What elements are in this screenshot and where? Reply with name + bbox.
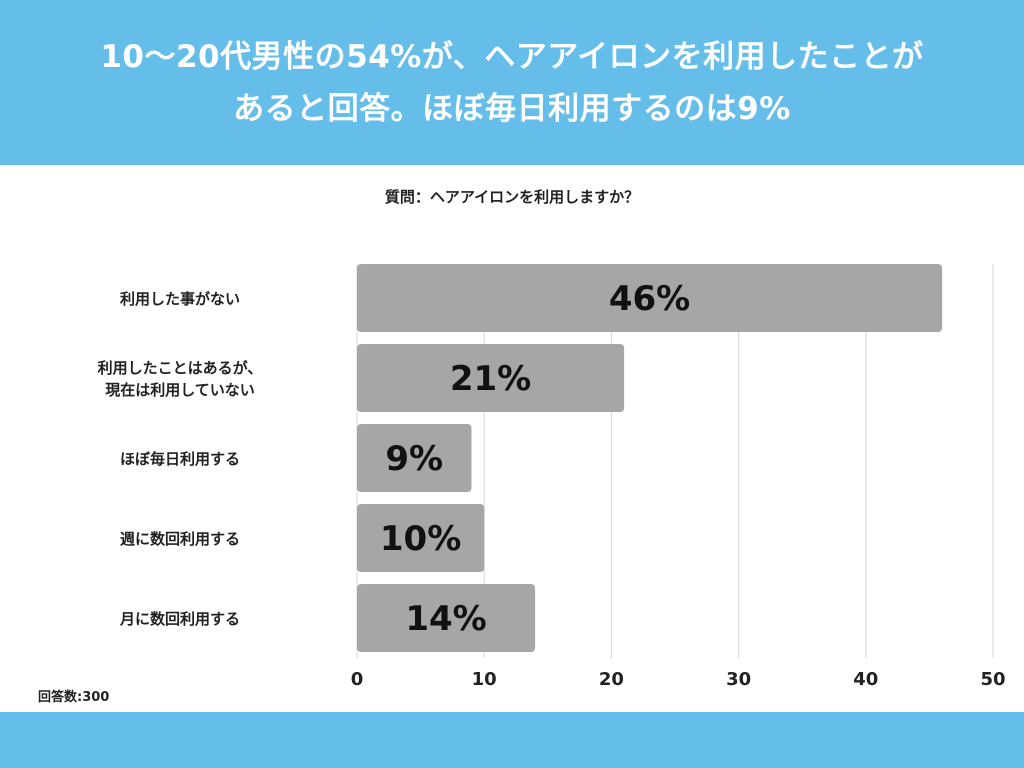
- x-tick-label: 20: [599, 669, 624, 690]
- category-label: 利用した事がない: [120, 290, 240, 308]
- category-label: 利用したことはあるが、: [98, 359, 263, 377]
- bar-chart: 0 10 20 30 40 50 46% 利用した事がない 21% 利用したことはあるが、現在は利…: [98, 264, 1006, 690]
- x-tick-label: 50: [980, 669, 1005, 690]
- data-label: 46%: [609, 279, 690, 319]
- data-label: 10%: [380, 519, 461, 559]
- bar: [357, 584, 536, 652]
- footer-band: [0, 712, 1024, 768]
- category-label: 月に数回利用する: [119, 610, 240, 628]
- data-label: 21%: [450, 359, 531, 399]
- bar: [357, 424, 472, 492]
- x-tick-label: 30: [726, 669, 751, 690]
- x-tick-label: 10: [472, 669, 497, 690]
- respondent-count: 回答数:300: [38, 690, 110, 705]
- category-label: 週に数回利用する: [120, 530, 240, 548]
- data-label: 9%: [385, 439, 443, 479]
- headline-line-1: 10〜20代男性の54%が、ヘアアイロンを利用したことが: [100, 38, 924, 75]
- x-tick-label: 40: [853, 669, 878, 690]
- x-tick-label: 0: [351, 669, 364, 690]
- headline-line-2: あると回答。ほぼ毎日利用するのは9%: [233, 90, 791, 127]
- bar: [357, 344, 625, 412]
- bar: [357, 264, 943, 332]
- category-label: 現在は利用していない: [105, 381, 255, 399]
- bar: [357, 504, 485, 572]
- category-label: ほぼ毎日利用する: [120, 450, 240, 468]
- title-banner: 10〜20代男性の54%が、ヘアアイロンを利用したことが あると回答。ほぼ毎日利…: [0, 0, 1024, 165]
- chart-title: 質問：ヘアアイロンを利用しますか？: [384, 188, 640, 206]
- data-label: 14%: [405, 599, 486, 639]
